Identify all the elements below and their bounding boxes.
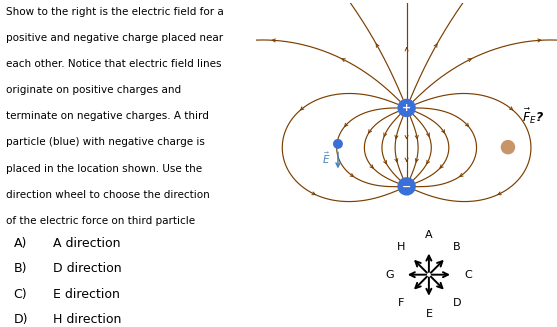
Text: positive and negative charge placed near: positive and negative charge placed near bbox=[6, 33, 223, 43]
Text: C): C) bbox=[13, 288, 27, 301]
Text: E: E bbox=[426, 309, 432, 319]
Text: F: F bbox=[398, 298, 404, 307]
Text: $\vec{F}_E$?: $\vec{F}_E$? bbox=[522, 107, 544, 126]
Text: A): A) bbox=[13, 237, 27, 250]
Text: H direction: H direction bbox=[53, 313, 121, 326]
Text: D): D) bbox=[13, 313, 28, 326]
Text: H: H bbox=[397, 242, 405, 252]
Text: C: C bbox=[465, 270, 472, 280]
Text: each other. Notice that electric field lines: each other. Notice that electric field l… bbox=[6, 59, 221, 69]
Circle shape bbox=[334, 140, 342, 148]
Text: D: D bbox=[452, 298, 461, 307]
Text: A direction: A direction bbox=[53, 237, 120, 250]
Text: B): B) bbox=[13, 262, 27, 275]
Text: originate on positive charges and: originate on positive charges and bbox=[6, 85, 180, 95]
Text: particle (blue) with negative charge is: particle (blue) with negative charge is bbox=[6, 137, 204, 147]
Text: E direction: E direction bbox=[53, 288, 120, 301]
Circle shape bbox=[398, 178, 415, 195]
Circle shape bbox=[398, 99, 415, 116]
Text: Show to the right is the electric field for a: Show to the right is the electric field … bbox=[6, 7, 223, 17]
Text: +: + bbox=[402, 103, 411, 113]
Text: $\vec{E}$: $\vec{E}$ bbox=[321, 150, 330, 166]
Circle shape bbox=[501, 141, 515, 154]
Text: placed in the location shown. Use the: placed in the location shown. Use the bbox=[6, 164, 202, 174]
Text: terminate on negative charges. A third: terminate on negative charges. A third bbox=[6, 111, 208, 121]
Text: −: − bbox=[402, 181, 411, 191]
Text: of the electric force on third particle: of the electric force on third particle bbox=[6, 216, 195, 226]
Text: G: G bbox=[385, 270, 394, 280]
Text: A: A bbox=[425, 230, 433, 240]
Text: D direction: D direction bbox=[53, 262, 121, 275]
Text: B: B bbox=[453, 242, 461, 252]
Text: direction wheel to choose the direction: direction wheel to choose the direction bbox=[6, 190, 209, 200]
